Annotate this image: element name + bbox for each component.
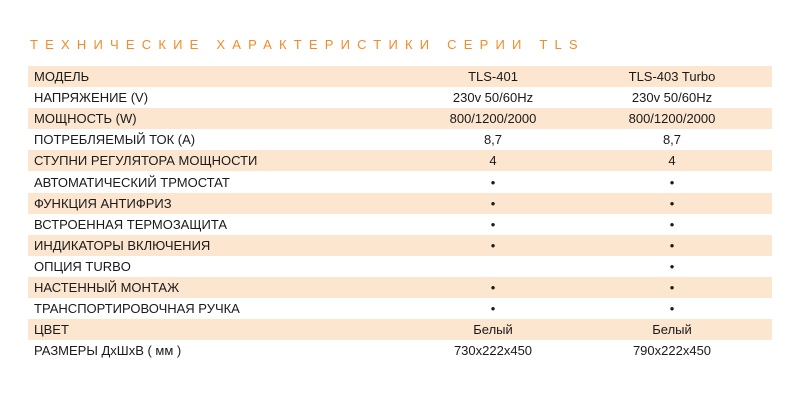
value-tls-403-turbo: • (669, 195, 675, 211)
value-tls-403-turbo: TLS-403 Turbo (628, 69, 716, 85)
value-tls-401: • (490, 279, 496, 295)
value-tls-403-turbo: • (669, 279, 675, 295)
table-row: ОПЦИЯ TURBO • (28, 256, 772, 277)
value-tls-401: 730x222x450 (453, 343, 533, 359)
value-tls-401: 230v 50/60Hz (452, 90, 534, 106)
value-tls-403-turbo: 800/1200/2000 (628, 111, 716, 127)
value-tls-401: • (490, 195, 496, 211)
value-tls-401: • (490, 301, 496, 317)
value-tls-403-turbo: • (669, 174, 675, 190)
table-row: НАСТЕННЫЙ МОНТАЖ • • (28, 276, 772, 299)
value-tls-403-turbo: 8,7 (662, 132, 682, 148)
row-label: АВТОМАТИЧЕСКИЙ ТРМОСТАТ (34, 174, 230, 190)
value-tls-403-turbo: 230v 50/60Hz (631, 90, 713, 106)
table-row: МОЩНОСТЬ (W) 800/1200/2000 800/1200/2000 (28, 108, 772, 130)
row-label: МОДЕЛЬ (34, 69, 90, 85)
row-label: НАПРЯЖЕНИЕ (V) (34, 90, 149, 106)
row-label: МОЩНОСТЬ (W) (34, 111, 137, 127)
value-tls-403-turbo: • (669, 301, 675, 317)
table-row: НАПРЯЖЕНИЕ (V) 230v 50/60Hz 230v 50/60Hz (28, 87, 772, 108)
table-row: ВСТРОЕННАЯ ТЕРМОЗАЩИТА • • (28, 214, 772, 235)
table-row: РАЗМЕРЫ ДхШхВ ( мм ) 730x222x450 790x222x4… (28, 340, 772, 361)
value-tls-401: • (490, 216, 496, 232)
table-row: СТУПНИ РЕГУЛЯТОРА МОЩНОСТИ 4 4 (28, 150, 772, 172)
table-row: ЦВЕТ Белый Белый (28, 319, 772, 341)
row-label: ФУНКЦИЯ АНТИФРИЗ (34, 195, 172, 211)
value-tls-403-turbo: 790x222x450 (632, 343, 712, 359)
value-tls-403-turbo: • (669, 237, 675, 253)
row-label: НАСТЕННЫЙ МОНТАЖ (34, 279, 180, 295)
value-tls-401: • (490, 174, 496, 190)
value-tls-403-turbo: 4 (668, 153, 676, 169)
page-title: ТЕХНИЧЕСКИЕ ХАРАКТЕРИСТИКИ СЕРИИ TLS (30, 37, 585, 52)
row-label: СТУПНИ РЕГУЛЯТОРА МОЩНОСТИ (34, 153, 258, 169)
value-tls-403-turbo: • (669, 258, 675, 274)
value-tls-401: 800/1200/2000 (449, 111, 537, 127)
row-label: РАЗМЕРЫ ДхШхВ ( мм ) (34, 343, 182, 359)
row-label: ПОТРЕБЛЯЕМЫЙ ТОК (A) (34, 132, 196, 148)
table-row: ПОТРЕБЛЯЕМЫЙ ТОК (A) 8,7 8,7 (28, 129, 772, 150)
value-tls-403-turbo: Белый (652, 322, 692, 338)
value-tls-403-turbo: • (669, 216, 675, 232)
value-tls-401: • (490, 237, 496, 253)
table-row: МОДЕЛЬ TLS-401 TLS-403 Turbo (28, 66, 772, 88)
row-label: ОПЦИЯ TURBO (34, 258, 131, 274)
table-row: ФУНКЦИЯ АНТИФРИЗ • • (28, 192, 772, 214)
table-row: АВТОМАТИЧЕСКИЙ ТРМОСТАТ • • (28, 171, 772, 192)
table-row: ТРАНСПОРТИРОВОЧНАЯ РУЧКА • • (28, 298, 772, 319)
row-label: ИНДИКАТОРЫ ВКЛЮЧЕНИЯ (34, 237, 211, 253)
spec-table: МОДЕЛЬ TLS-401 TLS-403 Turbo НАПРЯЖЕНИЕ (V)… (28, 66, 772, 361)
value-tls-401: TLS-401 (468, 69, 518, 85)
row-label: ВСТРОЕННАЯ ТЕРМОЗАЩИТА (34, 216, 228, 232)
row-label: ЦВЕТ (34, 322, 69, 338)
table-row: ИНДИКАТОРЫ ВКЛЮЧЕНИЯ • • (28, 234, 772, 256)
value-tls-401: Белый (473, 322, 513, 338)
value-tls-401: 8,7 (483, 132, 503, 148)
row-label: ТРАНСПОРТИРОВОЧНАЯ РУЧКА (34, 301, 240, 317)
value-tls-401: 4 (489, 153, 497, 169)
